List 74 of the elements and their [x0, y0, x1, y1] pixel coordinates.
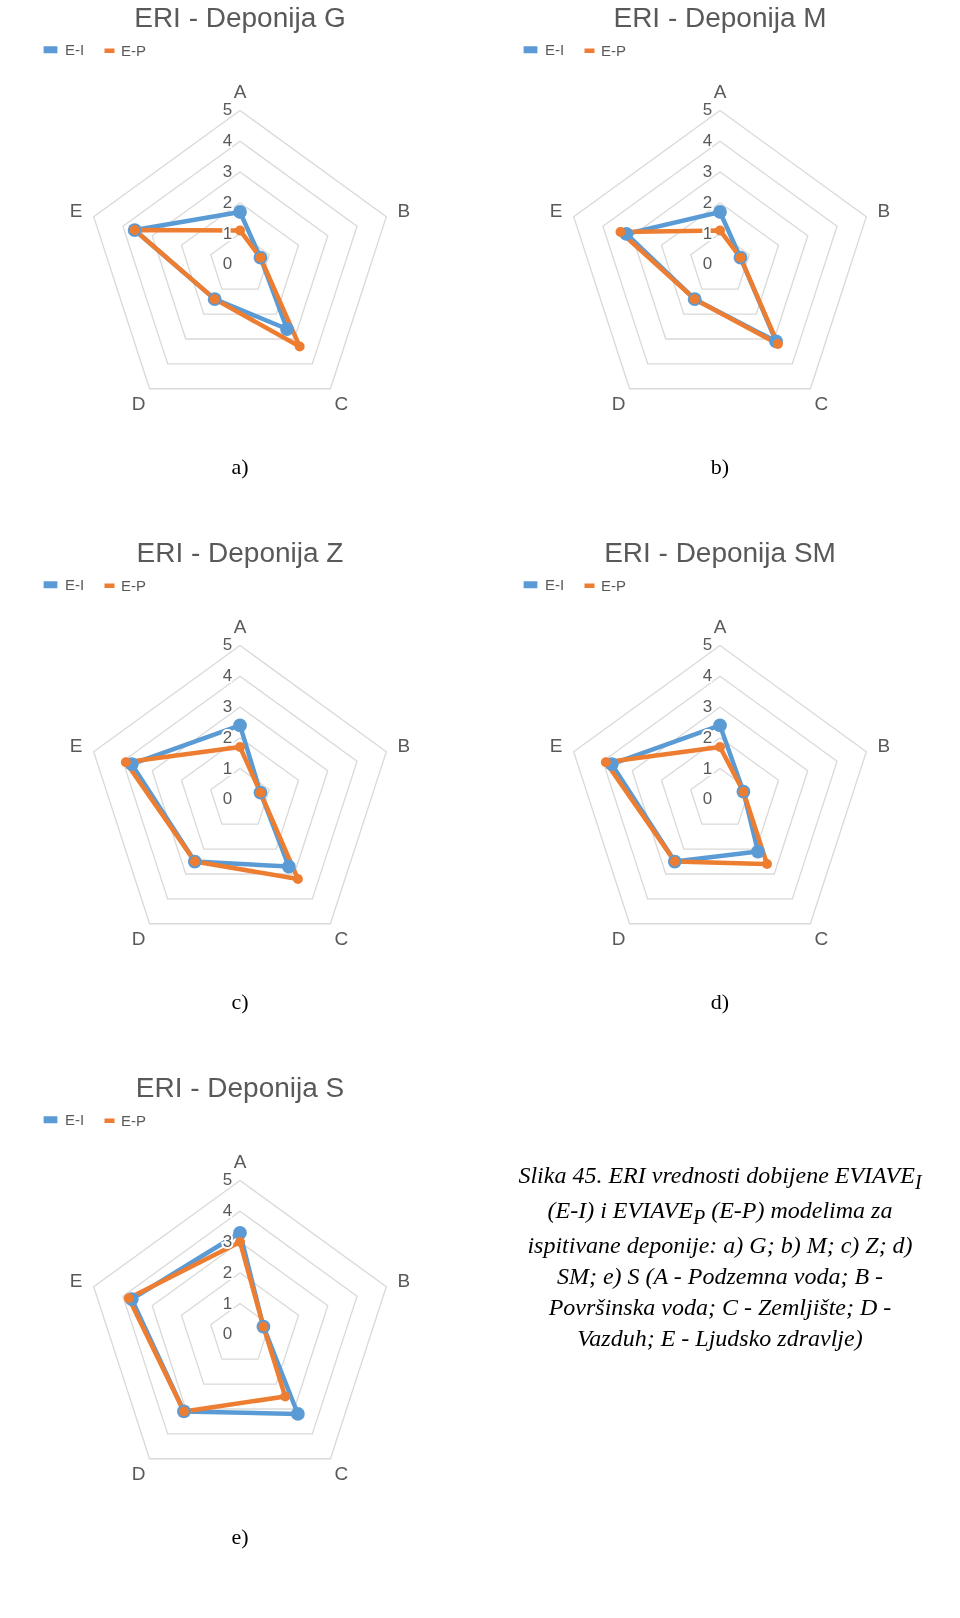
text: a) — [231, 454, 249, 480]
spoke-label: D — [131, 927, 146, 949]
legend-label: E-I — [545, 40, 565, 58]
y-tick-label: 0 — [702, 254, 713, 274]
text: e) — [231, 1524, 249, 1550]
y-tick-label: 1 — [222, 1293, 233, 1313]
y-tick-label: 2 — [222, 727, 233, 747]
y-tick-label: 4 — [702, 666, 713, 686]
y-tick-label: 5 — [222, 100, 233, 120]
legend-label: E-P — [121, 41, 146, 59]
spoke-label: C — [334, 927, 349, 949]
y-tick-label: 2 — [222, 1262, 233, 1282]
y-tick-label: 3 — [222, 162, 233, 181]
y-tick-label: 5 — [702, 635, 713, 655]
y-tick-label: 2 — [702, 727, 713, 747]
legend-label: E-P — [121, 576, 146, 594]
y-tick-label: 1 — [222, 758, 233, 778]
spoke-label: E — [549, 735, 563, 757]
legend-label: E-P — [601, 41, 626, 59]
spoke-label: A — [233, 616, 247, 637]
y-tick-label: 5 — [222, 1170, 233, 1190]
y-tick-label: 3 — [702, 162, 713, 181]
spoke-label: A — [233, 1151, 247, 1172]
y-tick-label: 4 — [222, 1201, 233, 1221]
spoke-label: B — [877, 735, 891, 757]
spoke-label: C — [334, 392, 349, 414]
legend-label: E-I — [65, 575, 85, 593]
spoke-label: A — [233, 81, 247, 102]
text: b) — [710, 454, 730, 480]
spoke-label: E — [549, 200, 563, 222]
text: d) — [710, 989, 730, 1015]
spoke-label: E — [69, 200, 83, 222]
spoke-label: D — [131, 1462, 146, 1484]
chart-title: ERI - Deponija Z — [136, 537, 344, 568]
legend-label: E-I — [65, 40, 85, 58]
y-tick-label: 3 — [222, 697, 233, 716]
chart-title: ERI - Deponija S — [135, 1072, 345, 1103]
spoke-label: B — [397, 1270, 411, 1292]
spoke-label: B — [397, 200, 411, 222]
y-tick-label: 3 — [222, 1232, 233, 1251]
y-tick-label: 0 — [702, 789, 713, 809]
y-tick-label: 2 — [222, 192, 233, 212]
spoke-label: A — [713, 81, 727, 102]
spoke-label: C — [334, 1462, 349, 1484]
spoke-label: B — [397, 735, 411, 757]
y-tick-label: 0 — [222, 789, 233, 809]
spoke-label: D — [611, 392, 626, 414]
legend-label: E-P — [121, 1111, 146, 1129]
legend-label: E-P — [601, 576, 626, 594]
y-tick-label: 5 — [702, 100, 713, 120]
spoke-label: C — [814, 392, 829, 414]
chart-title: ERI - Deponija M — [613, 2, 827, 33]
legend-label: E-I — [65, 1110, 85, 1128]
chart-title: ERI - Deponija SM — [604, 537, 836, 568]
spoke-label: E — [69, 1270, 83, 1292]
legend-label: E-I — [545, 575, 565, 593]
y-tick-label: 4 — [222, 131, 233, 151]
spoke-label: A — [713, 616, 727, 637]
y-tick-label: 4 — [702, 131, 713, 151]
y-tick-label: 4 — [222, 666, 233, 686]
chart-title: ERI - Deponija G — [134, 2, 346, 33]
text: c) — [231, 989, 249, 1015]
spoke-label: D — [131, 392, 146, 414]
y-tick-label: 5 — [222, 635, 233, 655]
spoke-label: B — [877, 200, 891, 222]
text: Slika 45. ERI vrednosti dobijene EVIAVE$_{I}$ (E-I) i EVIAVE$_{P}$ (E-P) modelima za ispitivane deponije: a) G; b) M; c) Z; d) SM; e) S (A - Podzemna voda; B - Površinska voda; C - Zemljište; D - Vazduh; E - Ljudsko zdravlje) — [518, 1162, 922, 1352]
y-tick-label: 0 — [222, 1324, 233, 1344]
spoke-label: E — [69, 735, 83, 757]
spoke-label: D — [611, 927, 626, 949]
y-tick-label: 3 — [702, 697, 713, 716]
spoke-label: C — [814, 927, 829, 949]
y-tick-label: 1 — [702, 758, 713, 778]
y-tick-label: 0 — [222, 254, 233, 274]
y-tick-label: 2 — [702, 192, 713, 212]
